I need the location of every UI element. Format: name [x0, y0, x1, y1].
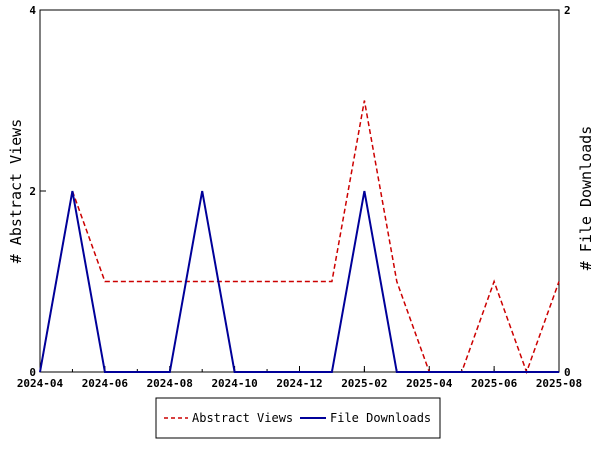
- y-axis-left: 0 2 4: [29, 4, 46, 379]
- legend: Abstract Views File Downloads: [155, 397, 441, 439]
- y-axis-right-label: # File Downloads: [577, 126, 595, 271]
- legend-label-abstract-views: Abstract Views: [192, 411, 293, 425]
- legend-label-file-downloads: File Downloads: [330, 411, 431, 425]
- x-tick-label: 2025-04: [406, 377, 453, 390]
- plot-area: [39, 9, 560, 373]
- x-tick-label: 2025-06: [471, 377, 518, 390]
- series-group: [39, 100, 560, 375]
- y-right-tick-label: 0: [564, 366, 571, 379]
- x-tick-label: 2024-12: [276, 377, 322, 390]
- x-axis: 2024-04 2024-06 2024-08 2024-10 2024-12 2025-…: [17, 366, 582, 390]
- y-right-tick-label: 2: [564, 4, 571, 17]
- y-left-tick-label: 0: [29, 366, 36, 379]
- legend-box: [155, 397, 441, 439]
- x-tick-label: 2024-10: [211, 377, 257, 390]
- x-tick-label: 2024-04: [17, 377, 64, 390]
- series-line-abstract-views: [39, 100, 560, 375]
- y-axis-left-label: # Abstract Views: [7, 119, 25, 264]
- x-tick-label: 2025-02: [341, 377, 387, 390]
- x-tick-label: 2024-06: [82, 377, 129, 390]
- y-left-tick-label: 2: [29, 185, 36, 198]
- y-axis-right: 02: [553, 4, 571, 379]
- x-tick-label: 2025-08: [536, 377, 582, 390]
- series-line-file-downloads: [39, 190, 559, 373]
- y-left-tick-label: 4: [29, 4, 36, 17]
- x-tick-label: 2024-08: [147, 377, 193, 390]
